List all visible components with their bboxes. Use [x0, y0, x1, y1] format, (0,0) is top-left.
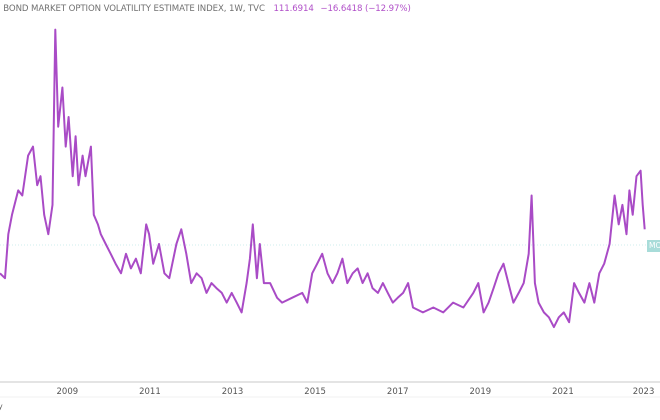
series-layer: [0, 28, 646, 329]
x-tick-label: 2021: [552, 387, 574, 397]
series-line-move: [0, 28, 646, 329]
chart-title: . BOND MARKET OPTION VOLATILITY ESTIMATE…: [0, 4, 411, 14]
x-tick-label: 2011: [139, 387, 161, 397]
x-tick-label: 2019: [470, 387, 492, 397]
symbol-description: . BOND MARKET OPTION VOLATILITY ESTIMATE…: [0, 4, 265, 14]
x-tick-label: 2017: [387, 387, 409, 397]
footer-fragment: y: [0, 402, 3, 411]
time-axis[interactable]: 2009 2011 2013 2015 2017 2019 2021 2023: [57, 387, 655, 397]
x-tick-label: 2023: [633, 387, 655, 397]
x-tick-label: 2009: [57, 387, 79, 397]
last-price: 111.6914: [273, 4, 314, 14]
price-change: −16.6418 (−12.97%): [320, 4, 411, 14]
x-tick-label: 2015: [304, 387, 326, 397]
x-tick-label: 2013: [222, 387, 244, 397]
last-price-tag: MO: [647, 240, 660, 252]
